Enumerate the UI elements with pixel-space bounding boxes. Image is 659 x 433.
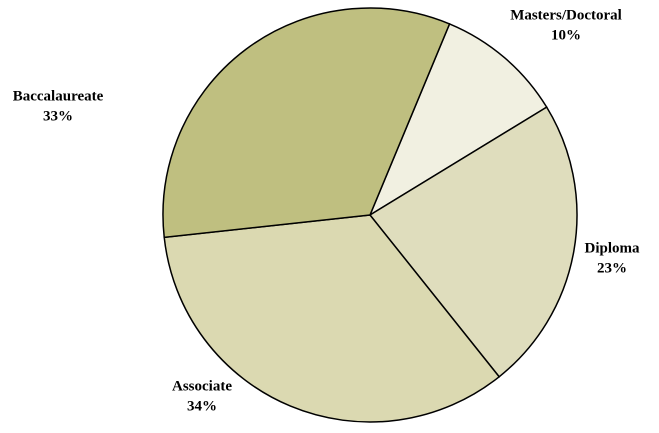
slice-label: Baccalaureate	[13, 88, 104, 104]
pie-slice	[368, 106, 578, 378]
slice-value: 34%	[187, 398, 217, 414]
pie-slice	[368, 22, 548, 217]
slice-value: 10%	[551, 27, 581, 43]
slice-label: Diploma	[584, 240, 640, 256]
pie-slice	[163, 214, 501, 423]
slice-label: Associate	[172, 378, 232, 394]
slice-value: 23%	[597, 260, 627, 276]
slice-label: Masters/Doctoral	[510, 7, 622, 23]
pie-slice	[162, 7, 451, 239]
slice-value: 33%	[43, 108, 73, 124]
